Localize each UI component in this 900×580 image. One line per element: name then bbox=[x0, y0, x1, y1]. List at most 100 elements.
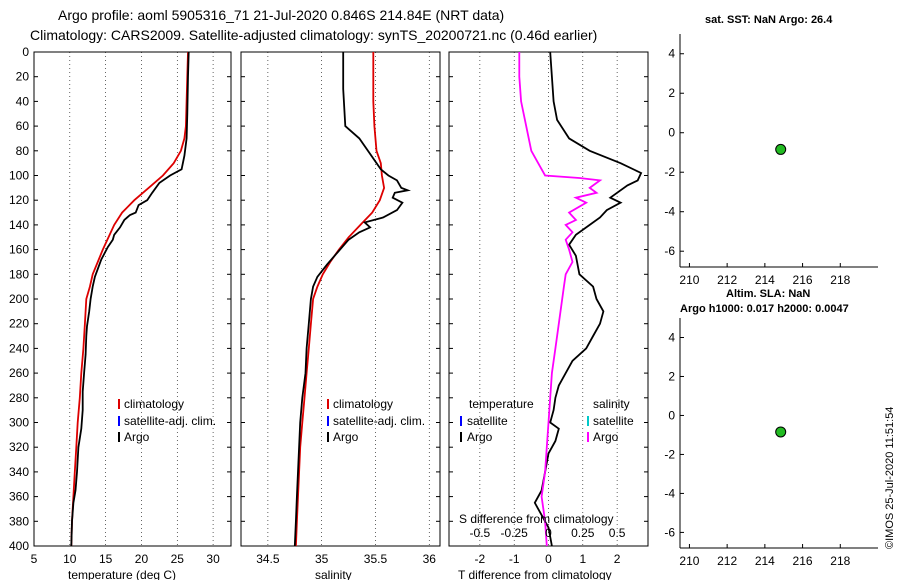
salinity-legend: climatology satellite-adj. clim. Argo bbox=[327, 397, 425, 444]
sla-map-panel: Altim. SLA: NaN Argo h1000: 0.017 h2000:… bbox=[664, 288, 878, 568]
y-tick-label: 380 bbox=[9, 514, 29, 528]
legend-sal-satellite-label: satellite bbox=[593, 414, 634, 428]
legend-salinity-header: salinity bbox=[593, 397, 630, 411]
difference-series bbox=[518, 51, 643, 547]
s-difference-tick-labels: -0.5 -0.25 0 0.25 0.5 bbox=[470, 526, 626, 540]
y-tick-label: 2 bbox=[668, 86, 675, 100]
temperature-series bbox=[70, 51, 190, 547]
y-tick-label: -2 bbox=[664, 165, 675, 179]
temperature-xlabel: temperature (deg C) bbox=[68, 568, 176, 580]
x-tick-label: 35.5 bbox=[364, 552, 388, 566]
y-tick-label: 0 bbox=[668, 126, 675, 140]
x-tick-label: 0 bbox=[545, 552, 552, 566]
salinity-series bbox=[293, 52, 412, 547]
y-tick-label: 260 bbox=[9, 366, 29, 380]
y-tick-label: 0 bbox=[668, 408, 675, 422]
y-tick-label: -2 bbox=[664, 447, 675, 461]
s-tick-label: 0.25 bbox=[571, 526, 595, 540]
sla-panel-title: Altim. SLA: NaN bbox=[726, 288, 810, 300]
y-tick-label: 2 bbox=[668, 369, 675, 383]
argo-location-marker bbox=[775, 426, 787, 438]
x-tick-label: 1 bbox=[579, 552, 586, 566]
y-tick-label: -6 bbox=[664, 244, 675, 258]
difference-plot-frame bbox=[448, 51, 649, 547]
series-line-argo bbox=[293, 52, 412, 547]
y-tick-label: 100 bbox=[9, 169, 29, 183]
title-line-2: Climatology: CARS2009. Satellite-adjuste… bbox=[30, 27, 597, 43]
x-tick-label: 25 bbox=[171, 552, 185, 566]
difference-xlabel: T difference from climatology bbox=[458, 568, 612, 580]
s-axis-title: S difference from climatology bbox=[459, 512, 614, 526]
x-tick-label: 35 bbox=[315, 552, 329, 566]
sst-panel-title: sat. SST: NaN Argo: 26.4 bbox=[705, 14, 833, 26]
x-tick-label: 30 bbox=[206, 552, 220, 566]
salinity-ticks: 34.5 35 35.5 36 bbox=[241, 51, 440, 566]
temperature-ticks: 5 10 15 20 25 3002040608010012014016018020022… bbox=[9, 45, 231, 566]
x-tick-label: 218 bbox=[830, 554, 850, 568]
y-tick-label: 160 bbox=[9, 243, 29, 257]
y-tick-label: 20 bbox=[16, 70, 30, 84]
s-tick-label: -0.5 bbox=[470, 526, 491, 540]
y-tick-label: 120 bbox=[9, 193, 29, 207]
y-tick-label: 220 bbox=[9, 317, 29, 331]
x-tick-label: 218 bbox=[830, 273, 850, 287]
x-tick-label: 34.5 bbox=[256, 552, 280, 566]
y-tick-label: 340 bbox=[9, 465, 29, 479]
y-tick-label: -6 bbox=[664, 525, 675, 539]
legend-temperature-header: temperature bbox=[469, 397, 534, 411]
legend-climatology-label: climatology bbox=[124, 397, 184, 411]
y-tick-label: 320 bbox=[9, 440, 29, 454]
x-tick-label: 212 bbox=[717, 554, 737, 568]
x-tick-label: 210 bbox=[679, 273, 699, 287]
argo-location-marker bbox=[775, 143, 787, 155]
sst-map-panel: sat. SST: NaN Argo: 26.4 4 2 0 -2 -4 -6 210 212… bbox=[664, 14, 878, 287]
y-tick-label: 400 bbox=[9, 539, 29, 553]
y-tick-label: 300 bbox=[9, 416, 29, 430]
x-tick-label: 214 bbox=[755, 273, 775, 287]
s-tick-label: -0.25 bbox=[501, 526, 529, 540]
series-line-argo bbox=[70, 51, 190, 547]
y-tick-label: 140 bbox=[9, 218, 29, 232]
h-panel-title: Argo h1000: 0.017 h2000: 0.0047 bbox=[680, 303, 849, 315]
x-tick-label: 214 bbox=[755, 554, 775, 568]
legend-sal-argo-label: Argo bbox=[593, 430, 619, 444]
x-tick-label: 5 bbox=[31, 552, 38, 566]
difference-legend: temperature satellite Argo salinity sate… bbox=[460, 397, 634, 444]
salinity-plot-frame bbox=[240, 51, 441, 547]
y-tick-label: -4 bbox=[664, 486, 675, 500]
y-tick-label: 200 bbox=[9, 292, 29, 306]
x-tick-label: 2 bbox=[614, 552, 621, 566]
y-tick-label: 280 bbox=[9, 391, 29, 405]
temperature-plot-frame bbox=[33, 51, 232, 547]
x-tick-label: 20 bbox=[135, 552, 149, 566]
salinity-panel: 34.5 35 35.5 36 salinity climatology satell… bbox=[240, 51, 441, 580]
y-tick-label: 4 bbox=[668, 47, 675, 61]
y-tick-label: 240 bbox=[9, 341, 29, 355]
x-tick-label: 210 bbox=[679, 554, 699, 568]
sst-map-points bbox=[775, 143, 787, 155]
timestamp: ©IMOS 25-Jul-2020 11:51:54 bbox=[884, 407, 896, 549]
legend-temp-argo-label: Argo bbox=[467, 430, 493, 444]
salinity-xlabel: salinity bbox=[315, 568, 352, 580]
legend-satellite-label: satellite-adj. clim. bbox=[333, 414, 425, 428]
difference-ticks: -2 -1 0 1 2 bbox=[449, 51, 648, 566]
difference-panel: -2 -1 0 1 2 T difference from climatology S … bbox=[448, 51, 649, 580]
salinity-gridlines bbox=[267, 52, 430, 546]
series-line-salinity-argo bbox=[518, 52, 603, 547]
x-tick-label: -2 bbox=[475, 552, 486, 566]
y-tick-label: 0 bbox=[22, 45, 29, 59]
legend-satellite-label: satellite-adj. clim. bbox=[124, 414, 216, 428]
sla-map-points bbox=[775, 426, 787, 438]
x-tick-label: 36 bbox=[423, 552, 437, 566]
x-tick-label: -1 bbox=[509, 552, 520, 566]
series-line-temperature-argo bbox=[533, 51, 643, 547]
series-line-climatology bbox=[295, 52, 386, 547]
s-tick-label: 0 bbox=[545, 526, 552, 540]
y-tick-label: 180 bbox=[9, 267, 29, 281]
y-tick-label: 360 bbox=[9, 490, 29, 504]
y-tick-label: 80 bbox=[16, 144, 30, 158]
series-line-climatology bbox=[70, 51, 189, 547]
x-tick-label: 10 bbox=[63, 552, 77, 566]
legend-argo-label: Argo bbox=[124, 430, 150, 444]
